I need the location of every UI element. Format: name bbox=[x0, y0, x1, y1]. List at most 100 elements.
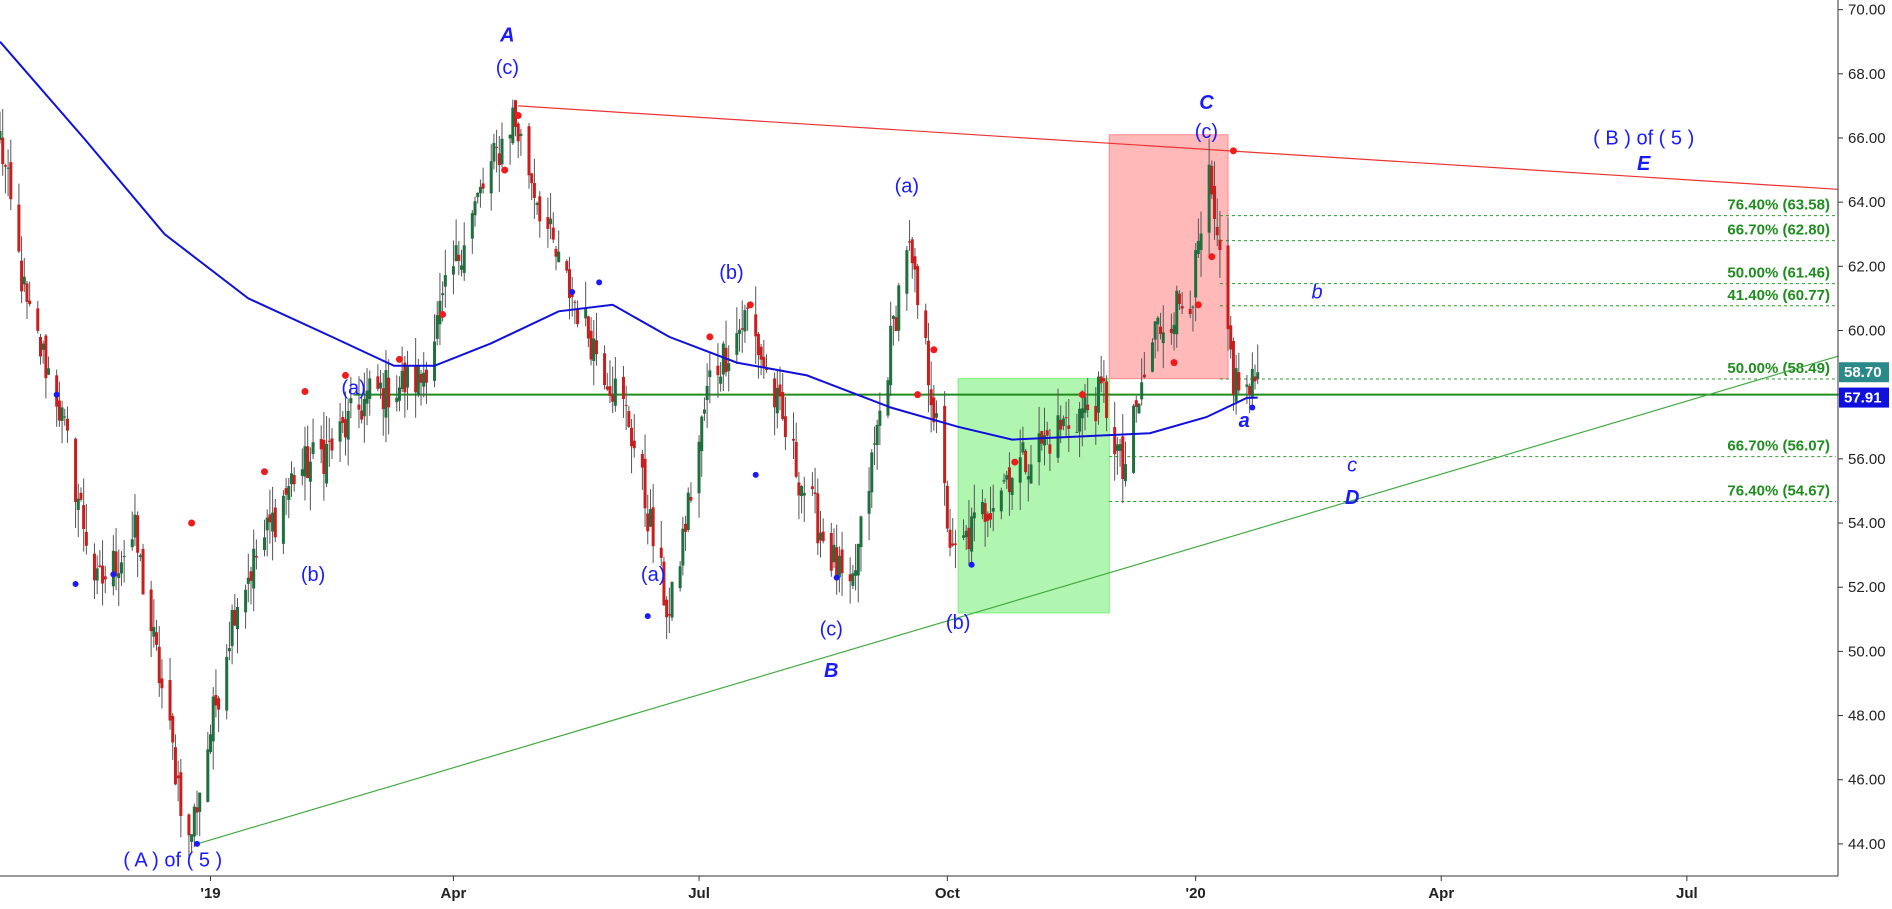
moving-average bbox=[0, 41, 1258, 441]
candle-body bbox=[325, 443, 329, 484]
candle bbox=[9, 139, 13, 211]
candle bbox=[338, 402, 342, 463]
candle-body bbox=[586, 316, 590, 339]
candle bbox=[60, 400, 64, 444]
candle bbox=[856, 543, 860, 603]
candle bbox=[198, 792, 202, 837]
candle-body bbox=[281, 495, 285, 544]
candle-body bbox=[63, 416, 67, 418]
candle bbox=[1229, 315, 1233, 359]
swing-high-dot bbox=[395, 355, 403, 363]
candle bbox=[1002, 473, 1006, 484]
candle bbox=[114, 528, 118, 591]
candle bbox=[1099, 355, 1103, 393]
swing-low-dot bbox=[110, 571, 117, 578]
trendlines bbox=[196, 105, 1839, 845]
candle-body bbox=[646, 513, 650, 532]
candle bbox=[395, 375, 399, 412]
candle bbox=[1256, 344, 1260, 385]
candle-body bbox=[738, 329, 742, 334]
candle bbox=[284, 477, 288, 516]
candle bbox=[716, 343, 720, 398]
candle-body bbox=[702, 409, 706, 414]
wave-label: b bbox=[1312, 281, 1323, 303]
swing-low-dot bbox=[194, 840, 201, 847]
candle-body bbox=[1075, 431, 1079, 433]
candle-body bbox=[684, 523, 688, 532]
candle-body bbox=[74, 438, 78, 502]
candle-body bbox=[573, 301, 577, 303]
candle bbox=[697, 435, 701, 518]
candle-body bbox=[1002, 480, 1006, 482]
candle-body bbox=[130, 539, 134, 548]
candle-body bbox=[82, 505, 86, 530]
candle bbox=[211, 687, 215, 770]
candle-body bbox=[292, 475, 296, 485]
candle bbox=[1234, 354, 1238, 415]
candle bbox=[878, 392, 882, 446]
candle-body bbox=[708, 370, 712, 378]
candle bbox=[721, 341, 725, 391]
candle bbox=[346, 398, 350, 466]
candle bbox=[1021, 426, 1025, 456]
candle-body bbox=[338, 421, 342, 442]
candle bbox=[605, 372, 609, 391]
candle-body bbox=[1159, 326, 1163, 335]
candle bbox=[1194, 242, 1198, 322]
candle-body bbox=[897, 285, 901, 331]
candle bbox=[665, 596, 669, 640]
candle bbox=[662, 556, 666, 607]
wave-label: (a) bbox=[341, 378, 365, 400]
candle bbox=[341, 411, 345, 433]
candle bbox=[929, 361, 933, 433]
candle-body bbox=[1191, 306, 1195, 308]
candle bbox=[813, 467, 817, 514]
candle-body bbox=[621, 376, 625, 400]
candle-body bbox=[416, 365, 420, 395]
candle-body bbox=[1142, 374, 1146, 378]
candle-body bbox=[551, 227, 555, 240]
candle-body bbox=[594, 340, 598, 355]
candle-body bbox=[913, 256, 917, 270]
candle bbox=[875, 419, 879, 470]
candle bbox=[910, 236, 914, 279]
candle bbox=[943, 391, 947, 506]
candle bbox=[621, 365, 625, 418]
candle-body bbox=[613, 378, 617, 406]
candle-body bbox=[206, 749, 210, 802]
candle-body bbox=[519, 133, 523, 136]
candle bbox=[851, 564, 855, 590]
candle-body bbox=[886, 380, 890, 416]
candle-body bbox=[1226, 245, 1230, 330]
candle-body bbox=[999, 490, 1003, 512]
candle bbox=[1142, 352, 1146, 379]
candle bbox=[1237, 352, 1241, 394]
candle bbox=[457, 241, 461, 276]
candle-body bbox=[1086, 404, 1090, 411]
candle-body bbox=[754, 314, 758, 337]
candle-body bbox=[686, 492, 690, 531]
candle-body bbox=[972, 512, 976, 519]
candle-body bbox=[964, 530, 968, 538]
candle bbox=[1115, 437, 1119, 475]
candle-body bbox=[1210, 165, 1214, 195]
candle-body bbox=[1213, 186, 1217, 219]
candle-body bbox=[47, 368, 51, 375]
candle bbox=[1078, 401, 1082, 458]
candle-body bbox=[376, 376, 380, 389]
candle bbox=[122, 539, 126, 583]
candle bbox=[319, 425, 323, 464]
swing-high-dot bbox=[260, 468, 268, 476]
swing-low-dot bbox=[833, 574, 840, 581]
price-badge: 58.70 bbox=[1839, 362, 1889, 383]
candle bbox=[659, 520, 663, 567]
candle bbox=[476, 192, 480, 204]
candle bbox=[117, 549, 121, 606]
candle-body bbox=[98, 565, 102, 567]
candle-body bbox=[589, 330, 593, 360]
candle-body bbox=[678, 566, 682, 589]
candle-body bbox=[319, 438, 323, 450]
candle bbox=[230, 604, 234, 665]
candle-body bbox=[1218, 239, 1222, 250]
